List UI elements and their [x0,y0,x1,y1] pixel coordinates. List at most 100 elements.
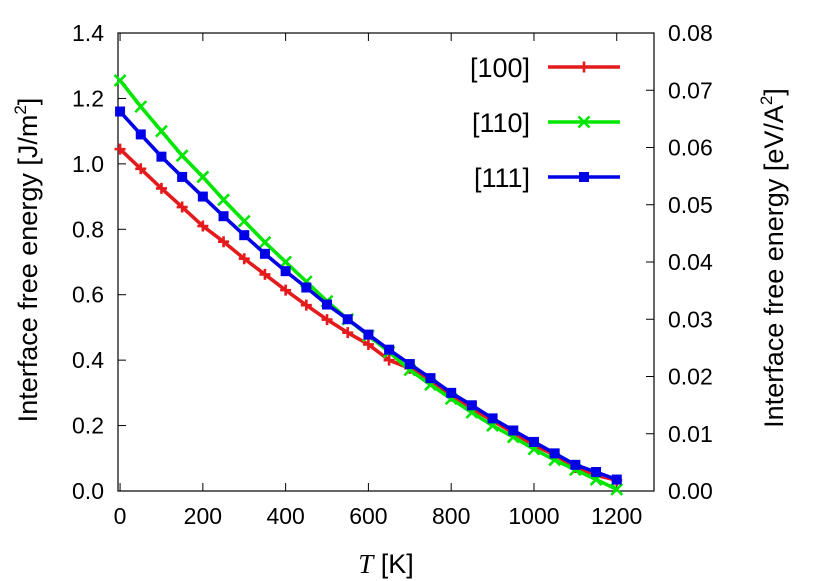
data-point [384,344,395,355]
data-point [135,163,147,175]
data-point [135,129,146,140]
y-right-tick-label: 0.02 [668,364,713,390]
y-left-tick-label: 0.2 [72,413,104,439]
y-right-tick-label: 0.08 [668,20,713,46]
data-point [156,151,167,162]
data-point [591,467,602,478]
legend-marker [577,115,591,129]
axis-ticks [118,32,654,492]
data-point [404,359,415,370]
data-point [342,327,354,339]
y-right-tick-label: 0.06 [668,135,713,161]
y-axis-right-title-sup: 2 [757,96,776,105]
y-left-tick-label: 1.4 [72,20,104,46]
y-axis-left-title: Interface free energy [J/m2] [11,98,43,423]
data-point [155,182,167,194]
data-point [197,191,208,202]
data-point [487,413,498,424]
data-point [237,214,251,228]
x-axis-variable: T [358,549,375,579]
legend-marker [579,172,589,182]
x-axis-unit: [K] [373,549,414,579]
data-point [259,248,270,259]
data-point [239,230,250,241]
data-point [196,170,210,184]
series-2 [115,106,622,485]
y-right-tick-label: 0.04 [668,249,713,275]
data-point [258,235,272,249]
data-point [114,143,126,155]
y-left-tick-label: 0.4 [72,347,104,373]
data-point [259,268,271,280]
data-point [301,282,312,293]
data-point [466,400,477,411]
x-tick-label: 0 [114,503,127,529]
data-point [321,314,333,326]
data-point [508,425,519,436]
data-point [363,329,374,340]
data-point [342,314,353,325]
data-point [134,100,148,114]
legend-marker [578,61,590,73]
data-point [280,266,291,277]
data-point [383,354,395,366]
y-right-tick-label: 0.07 [668,77,713,103]
data-point [611,474,622,485]
legend-label: [110] [472,108,530,138]
x-tick-label: 600 [349,503,387,529]
data-point [155,124,168,138]
data-point [177,171,188,182]
data-point [197,220,209,232]
data-point [218,211,229,222]
data-point [238,253,250,265]
x-tick-label: 400 [266,503,304,529]
data-point [610,482,624,496]
y-axis-left-title-end: ] [13,98,43,106]
y-left-tick-label: 0.8 [72,216,104,242]
data-point [322,299,333,310]
y-axis-right-title-main: Interface free energy [eV/A [759,105,789,428]
y-right-tick-label: 0.03 [668,306,713,332]
x-tick-label: 1200 [591,503,642,529]
legend: [100] [110] [111] [470,53,620,193]
y-left-tick-label: 0.0 [72,478,104,504]
y-axis-right-title: Interface free energy [eV/A2] [757,88,789,428]
y-axis-left-title-sup: 2 [11,105,30,114]
data-point [549,448,560,459]
data-point [570,459,581,470]
series-0 [114,143,623,486]
plot-border [117,32,655,492]
y-axis-right-title-end: ] [759,88,789,96]
x-tick-label: 1000 [508,503,559,529]
series-layer [113,74,624,496]
data-point [218,236,230,248]
legend-label: [100] [470,53,530,83]
y-right-tick-label: 0.01 [668,421,713,447]
data-point [113,74,127,87]
series-1 [113,74,624,496]
y-left-tick-label: 1.0 [72,151,104,177]
data-point [115,106,126,117]
plot-frame [117,32,655,492]
data-point [300,299,312,311]
y-right-tick-label: 0.05 [668,192,713,218]
y-right-tick-label: 0.00 [668,478,713,504]
series-line [118,79,618,491]
x-tick-label: 200 [184,503,222,529]
data-point [217,193,230,207]
data-point [446,387,457,398]
data-point [175,149,189,163]
data-point [279,255,293,269]
data-point [528,436,539,447]
data-point [425,373,436,384]
y-axis-left-title-main: Interface free energy [J/m [13,115,43,423]
data-point [280,284,292,296]
series-line [118,147,618,482]
legend-label: [111] [474,163,530,193]
x-axis-title: T [K] [358,549,414,579]
x-tick-label: 800 [432,503,470,529]
data-point [176,201,188,213]
y-left-tick-label: 0.6 [72,282,104,308]
y-left-tick-label: 1.2 [72,85,104,111]
